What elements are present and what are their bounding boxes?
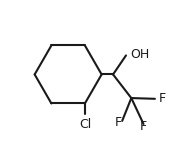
Text: F: F — [140, 120, 147, 133]
Text: F: F — [158, 92, 165, 105]
Text: F: F — [115, 116, 122, 129]
Text: OH: OH — [130, 48, 149, 61]
Text: Cl: Cl — [79, 118, 91, 131]
